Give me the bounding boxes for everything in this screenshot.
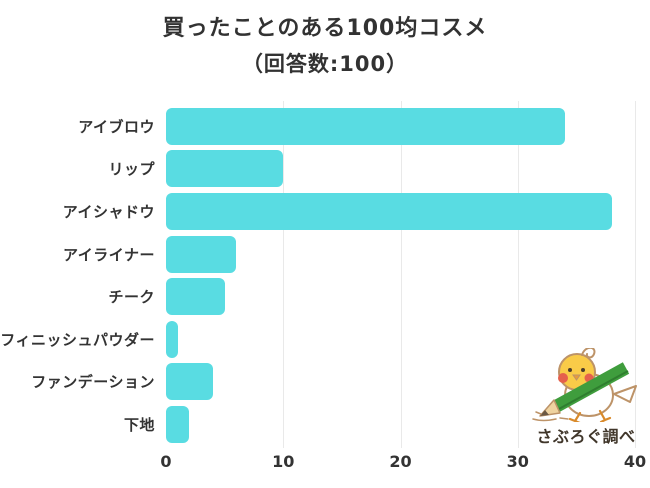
gridline [283,101,285,448]
bar [166,235,237,273]
x-tick: 10 [272,452,295,471]
bar [166,107,565,145]
x-tick: 30 [506,452,529,471]
bar-label: アイブロウ [78,117,155,136]
bar [166,405,190,443]
bar-track [166,192,635,230]
bar-row: アイライナー [0,233,650,276]
bar-row: アイブロウ [0,105,650,148]
bar-chart: アイブロウ リップ アイシャドウ アイライナー チーク フィニッシュパウダー [0,101,650,448]
x-tick: 20 [389,452,412,471]
gridlines [166,101,636,448]
bar-label: チーク [108,288,155,307]
gridline [517,101,519,448]
bar [166,363,213,401]
gridline [400,101,402,448]
bar-label: リップ [108,160,155,179]
bar-label: アイライナー [63,245,155,264]
bar-track [166,235,635,273]
bar-rows: アイブロウ リップ アイシャドウ アイライナー チーク フィニッシュパウダー [0,105,650,446]
bar-track [166,278,635,316]
bar [166,192,612,230]
bar-row: 下地 [0,403,650,446]
x-tick: 40 [623,452,647,471]
watermark: さぶろぐ調べ [526,348,646,447]
bar-row: チーク [0,275,650,318]
bar-label: ファンデーション [31,373,155,392]
bar-label: アイシャドウ [62,202,155,221]
chart-title-block: 買ったことのある100均コスメ （回答数:100） [0,0,650,78]
chick-with-pencil-icon [532,348,637,422]
x-axis: 0 10 20 30 40 [160,452,646,474]
bar-row: ファンデーション [0,361,650,404]
bar-label: 下地 [123,415,155,434]
bar-track [166,320,635,358]
bar [166,320,178,358]
bar-label: フィニッシュパウダー [0,330,155,349]
bar-track [166,150,635,188]
watermark-label: さぶろぐ調べ [536,427,636,446]
bar-row: アイシャドウ [0,190,650,233]
bar-track [166,107,635,145]
chart-subtitle-respondents: （回答数:100） [241,51,409,76]
x-tick: 0 [160,452,172,471]
bar [166,278,225,316]
bar-track [166,405,635,443]
bar-track [166,363,635,401]
bar [166,150,284,188]
chart-title: 買ったことのある100均コスメ [162,16,488,41]
bar-row: リップ [0,148,650,191]
bar-row: フィニッシュパウダー [0,318,650,361]
gridline [635,101,636,448]
